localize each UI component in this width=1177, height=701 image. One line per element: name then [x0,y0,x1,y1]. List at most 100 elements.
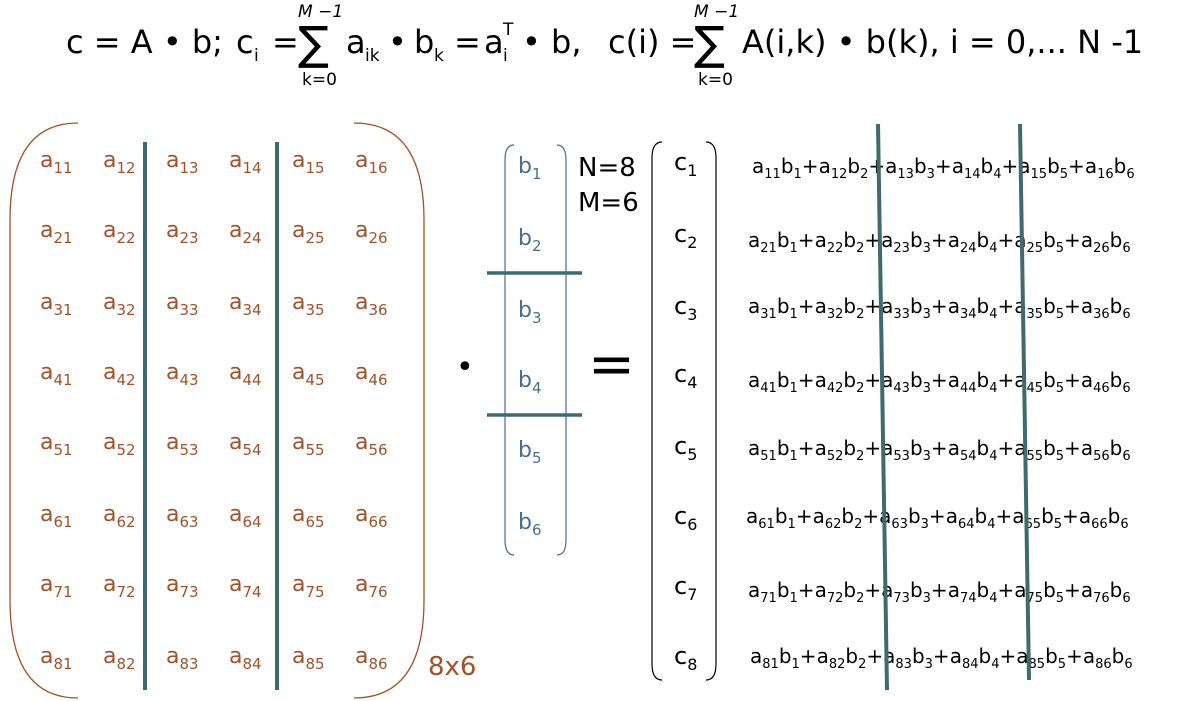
matrix-right-paren [353,122,425,699]
formula-ci: c [236,23,254,61]
vector-c-entry: c7 [674,572,698,604]
vector-c-right-paren [705,141,717,681]
matrix-left-paren [9,122,79,699]
formula-part1: c = A • b; [66,23,223,61]
matrix-cell: a64 [229,502,262,531]
matrix-cell: a55 [292,430,325,459]
matrix-cell: a84 [229,644,262,673]
product-divider-2 [1018,123,1031,681]
formula-eq: = [272,23,299,61]
expanded-row: a51b1+a52b2+a53b3+a54b4+a55b5+a56b6 [748,436,1131,464]
matrix-cell: a75 [292,572,325,601]
matrix-cell: a85 [292,644,325,673]
multiply-operator: • [456,350,474,385]
vector-b-entry: b5 [518,438,542,467]
matrix-cell: a21 [40,218,73,247]
vector-c-entry: c4 [674,360,698,392]
matrix-cell: a72 [103,572,136,601]
matrix-cell: a51 [40,430,73,459]
matrix-cell: a45 [292,360,325,389]
formula-eq2: = [454,23,481,61]
matrix-cell: a52 [103,430,136,459]
product-divider-1 [876,123,889,691]
matrix-cell: a54 [229,430,262,459]
vector-c-entry: c2 [674,220,698,252]
formula-ci-sub: i [254,46,259,66]
formula-part3-tail: A(i,k) • b(k), i = 0,... N -1 [742,23,1144,61]
matrix-cell: a15 [292,148,325,177]
formula-term-tail: • b, [522,23,582,61]
equals-operator: = [588,332,635,397]
matrix-cell: a32 [103,290,136,319]
matrix-cell: a81 [40,644,73,673]
matrix-cell: a34 [229,290,262,319]
matrix-cell: a25 [292,218,325,247]
expanded-row: a41b1+a42b2+a43b3+a44b4+a45b5+a46b6 [748,368,1131,396]
vector-b-entry: b3 [518,298,542,327]
matrix-cell: a73 [166,572,199,601]
matrix-cell: a36 [355,290,388,319]
matrix-cell: a46 [355,360,388,389]
matrix-cell: a65 [292,502,325,531]
matrix-cell: a62 [103,502,136,531]
matrix-cell: a26 [355,218,388,247]
formula-term-ai: a [484,23,504,61]
formula-header: c = A • b; c i = M −1 ∑ k=0 a ik • b k =… [0,0,1177,100]
vector-c-entry: c6 [674,502,698,534]
matrix-size-label: 8x6 [428,652,477,682]
matrix-cell: a14 [229,148,262,177]
vector-c-entry: c5 [674,432,698,464]
matrix-cell: a76 [355,572,388,601]
matrix-cell: a82 [103,644,136,673]
formula-sum2-top: M −1 [694,2,740,22]
formula-sum-top: M −1 [298,2,344,22]
matrix-cell: a23 [166,218,199,247]
vector-b-entry: b6 [518,510,542,539]
vector-c-left-paren [651,141,663,681]
matrix-cell: a12 [103,148,136,177]
param-m: M=6 [578,188,639,218]
matrix-cell: a22 [103,218,136,247]
formula-term-ai-sub: i [503,46,508,66]
expanded-row: a31b1+a32b2+a33b3+a34b4+a35b5+a36b6 [748,294,1131,322]
param-n: N=8 [578,153,636,183]
formula-sum-bottom: k=0 [302,70,337,90]
matrix-cell: a42 [103,360,136,389]
matrix-cell: a11 [40,148,73,177]
matrix-cell: a63 [166,502,199,531]
matrix-cell: a35 [292,290,325,319]
formula-term-b: b [414,23,435,61]
formula-dot: • [388,23,407,61]
matrix-cell: a13 [166,148,199,177]
expanded-row: a61b1+a62b2+a63b3+a64b4+a65b5+a66b6 [746,504,1129,532]
vector-b-right-paren [556,144,567,556]
vector-b-left-paren [504,144,515,556]
matrix-cell: a41 [40,360,73,389]
vector-c-entry: c1 [674,148,698,180]
vector-b-entry: b1 [518,154,542,183]
matrix-cell: a86 [355,644,388,673]
sigma-icon: ∑ [298,16,329,70]
matrix-cell: a31 [40,290,73,319]
matrix-cell: a53 [166,430,199,459]
matrix-cell: a83 [166,644,199,673]
matrix-cell: a44 [229,360,262,389]
formula-term-b-sub: k [434,46,444,66]
matrix-cell: a43 [166,360,199,389]
formula-sum2-bottom: k=0 [698,70,733,90]
expanded-row: a81b1+a82b2+a83b3+a84b4+a85b5+a86b6 [750,644,1133,672]
vector-c-entry: c3 [674,292,698,324]
matrix-cell: a56 [355,430,388,459]
formula-term-a-sub: ik [365,46,380,66]
vector-c-entry: c8 [674,642,698,674]
matrix-cell: a66 [355,502,388,531]
vector-b-entry: b4 [518,368,542,397]
matrix-cell: a16 [355,148,388,177]
matrix-cell: a74 [229,572,262,601]
matrix-cell: a61 [40,502,73,531]
formula-term-ai-sup: T [503,20,514,40]
formula-part3: c(i) = [608,23,697,61]
vector-b-entry: b2 [518,226,542,255]
matrix-cell: a71 [40,572,73,601]
